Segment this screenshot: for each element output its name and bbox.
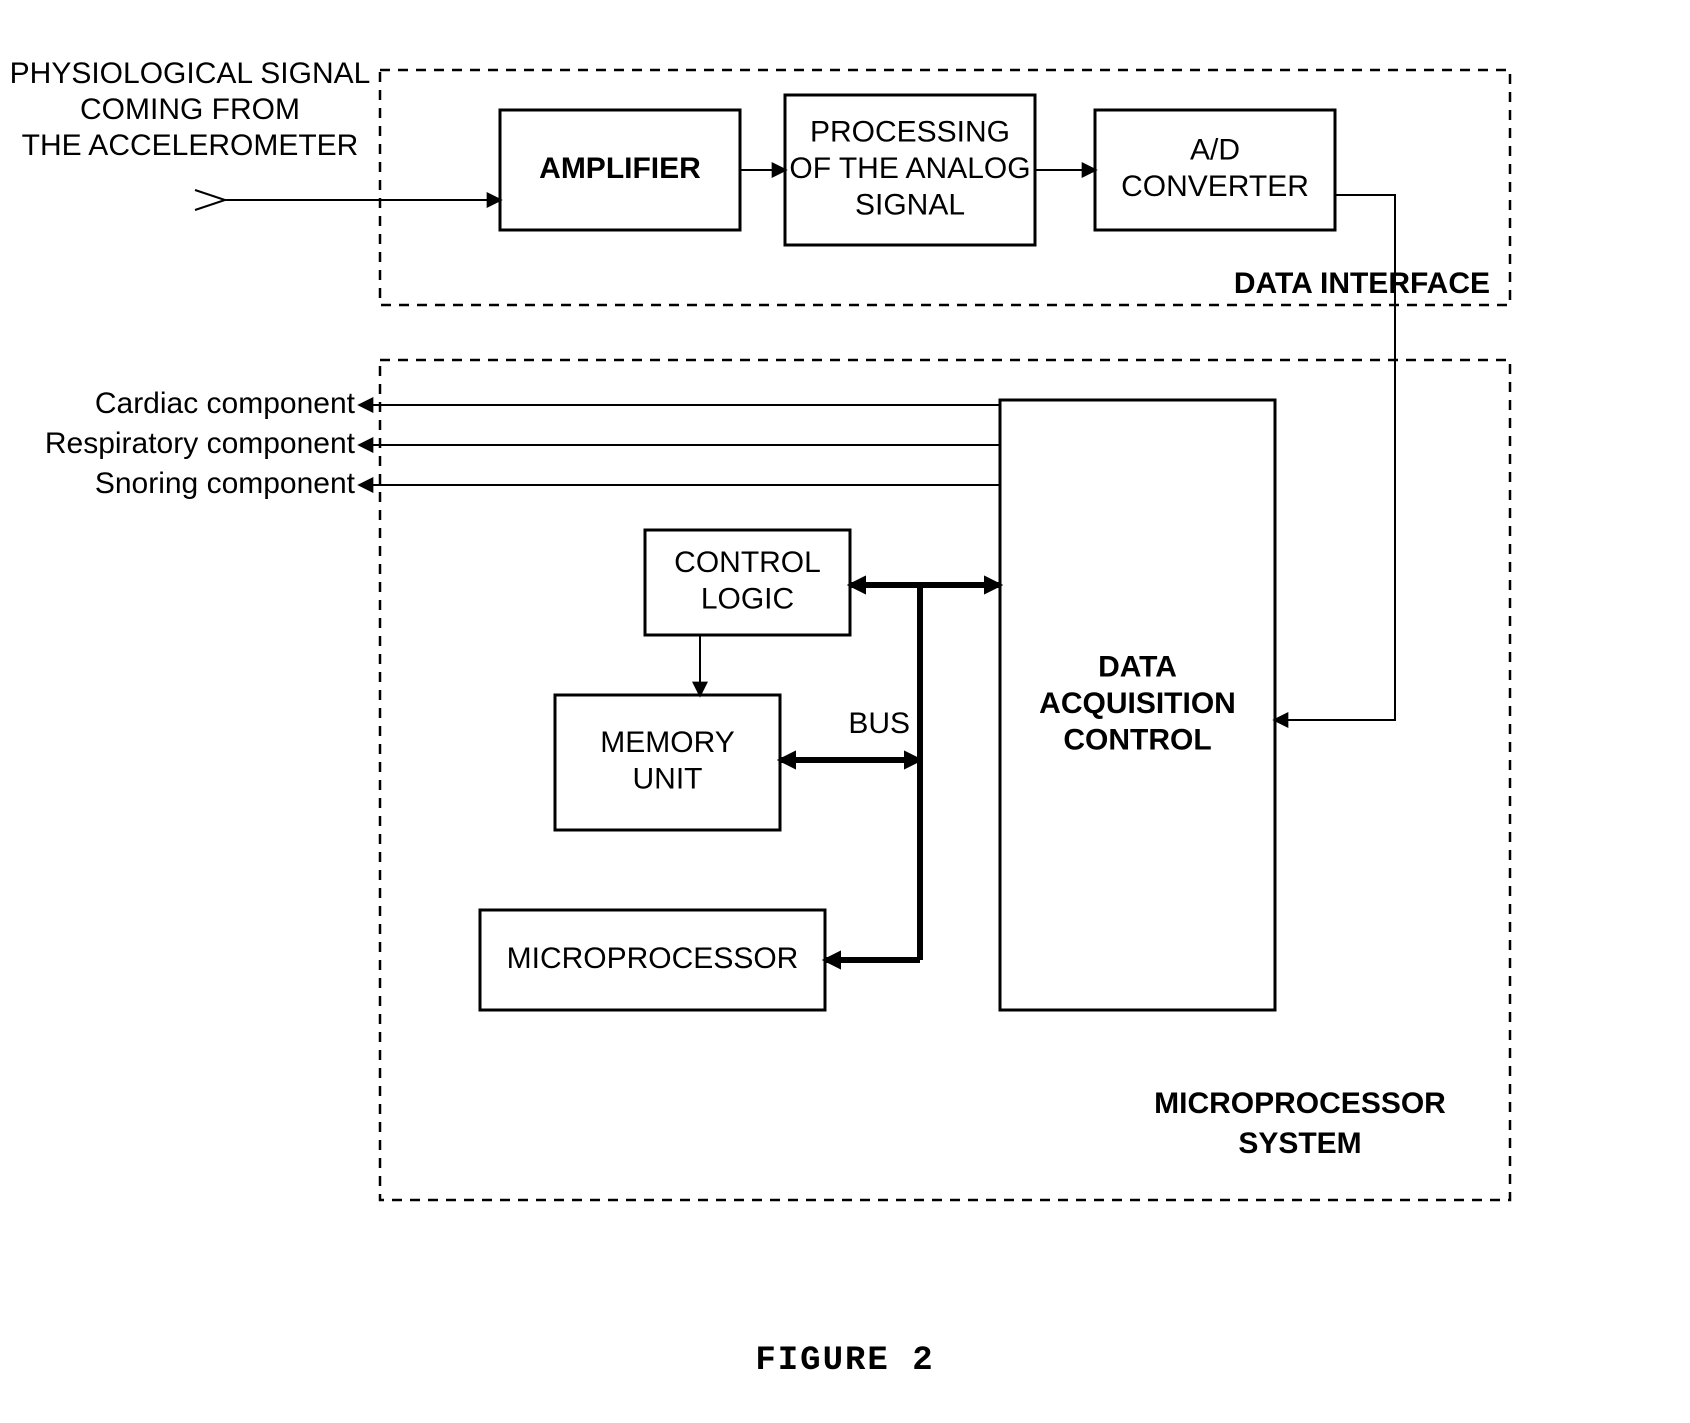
figure-caption: FIGURE 2 <box>755 1342 934 1380</box>
svg-text:PROCESSING: PROCESSING <box>810 115 1010 148</box>
microprocessor-system-label: SYSTEM <box>1238 1127 1361 1160</box>
svg-text:DATA: DATA <box>1098 650 1177 683</box>
data-interface-label: DATA INTERFACE <box>1234 267 1490 300</box>
snoring-label: Snoring component <box>95 467 356 500</box>
svg-text:MICROPROCESSOR: MICROPROCESSOR <box>507 942 799 975</box>
input-notch <box>195 190 225 210</box>
svg-text:AMPLIFIER: AMPLIFIER <box>539 152 701 185</box>
svg-text:SIGNAL: SIGNAL <box>855 189 965 222</box>
bus-label: BUS <box>848 707 910 740</box>
svg-text:UNIT: UNIT <box>633 763 703 796</box>
svg-text:ACQUISITION: ACQUISITION <box>1039 687 1236 720</box>
respiratory-label: Respiratory component <box>45 427 356 460</box>
svg-text:A/D: A/D <box>1190 134 1240 167</box>
input-signal-label: COMING FROM <box>80 93 300 126</box>
svg-text:CONTROL: CONTROL <box>1063 724 1211 757</box>
svg-text:CONVERTER: CONVERTER <box>1121 170 1309 203</box>
microprocessor-system-label: MICROPROCESSOR <box>1154 1087 1446 1120</box>
svg-text:LOGIC: LOGIC <box>701 583 794 616</box>
input-signal-label: THE ACCELEROMETER <box>22 129 359 162</box>
svg-text:MEMORY: MEMORY <box>600 726 734 759</box>
cardiac-label: Cardiac component <box>95 387 356 420</box>
svg-text:OF THE ANALOG: OF THE ANALOG <box>789 152 1030 185</box>
input-signal-label: PHYSIOLOGICAL SIGNAL <box>10 57 371 90</box>
svg-text:CONTROL: CONTROL <box>674 546 821 579</box>
